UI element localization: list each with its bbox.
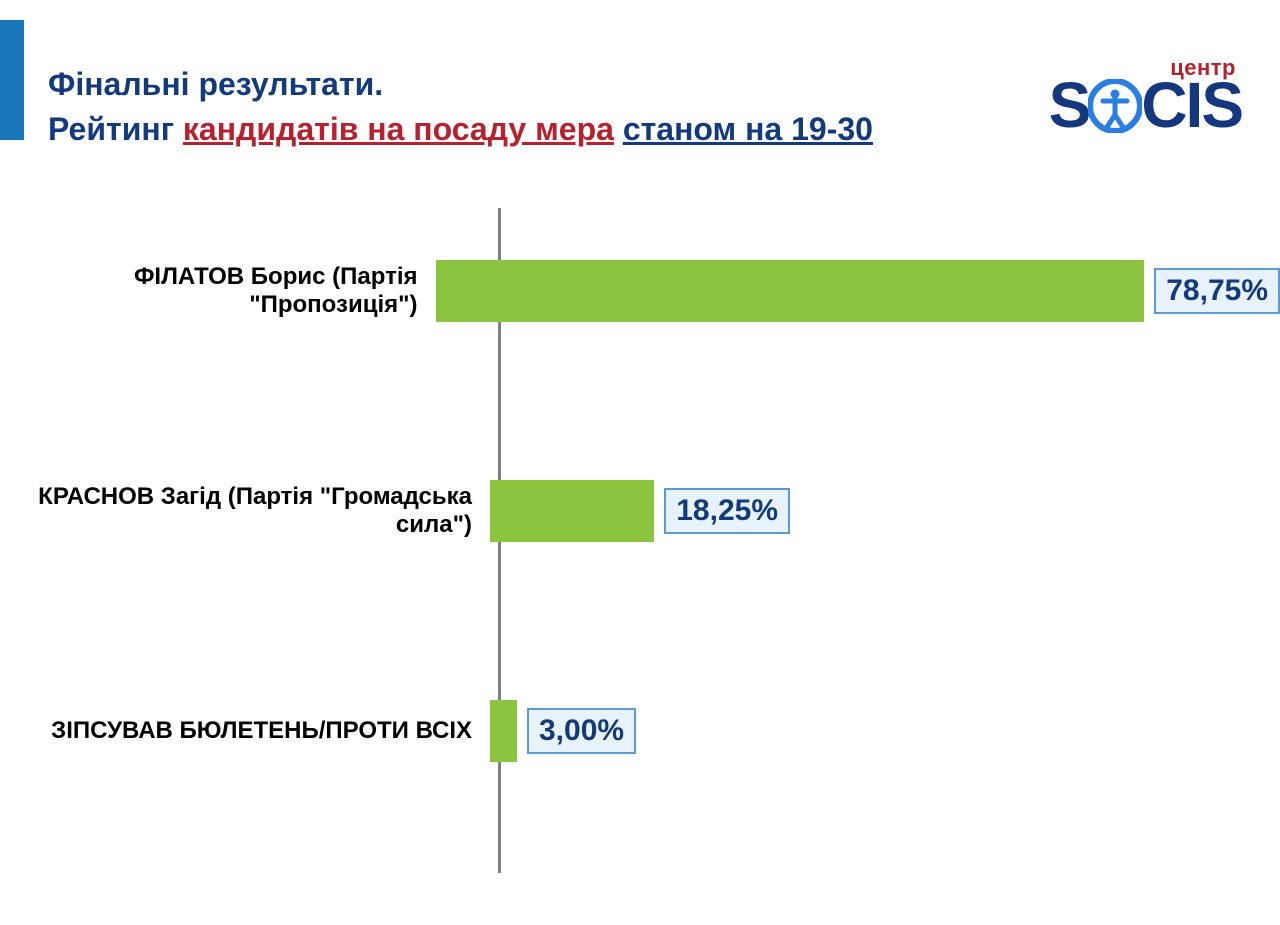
category-label: КРАСНОВ Загід (Партія "Громадська сила") (0, 483, 490, 539)
bar-row: КРАСНОВ Загід (Партія "Громадська сила")… (0, 480, 1280, 542)
title-mid (614, 111, 623, 147)
bar (436, 260, 1145, 322)
category-label: ЗІПСУВАВ БЮЛЕТЕНЬ/ПРОТИ ВСІХ (0, 717, 490, 745)
title-highlight: кандидатів на посаду мера (183, 111, 614, 147)
logo-person-icon (1088, 79, 1142, 133)
logo: центр S CIS (1049, 55, 1242, 137)
title-line-2: Рейтинг кандидатів на посаду мера станом… (48, 107, 873, 152)
bar (490, 700, 517, 762)
bar-row: ЗІПСУВАВ БЮЛЕТЕНЬ/ПРОТИ ВСІХ 3,00% (0, 700, 1280, 762)
accent-side-bar (0, 20, 24, 140)
logo-letter-s: S (1049, 73, 1090, 137)
bar-chart: ФІЛАТОВ Борис (Партія "Пропозиція") 78,75… (0, 190, 1280, 890)
value-label: 18,25% (664, 488, 790, 534)
value-label: 3,00% (527, 708, 636, 754)
logo-main: S CIS (1049, 73, 1242, 137)
bar-track: 3,00% (490, 700, 1280, 762)
title-line-1: Фінальні результати. (48, 62, 873, 107)
page-title: Фінальні результати. Рейтинг кандидатів … (48, 62, 873, 152)
logo-letters-cis: CIS (1141, 73, 1242, 137)
bar-track: 78,75% (436, 260, 1280, 322)
category-label: ФІЛАТОВ Борис (Партія "Пропозиція") (0, 263, 436, 319)
bar (490, 480, 654, 542)
bar-row: ФІЛАТОВ Борис (Партія "Пропозиція") 78,75… (0, 260, 1280, 322)
value-label: 78,75% (1154, 268, 1280, 314)
bar-track: 18,25% (490, 480, 1280, 542)
title-prefix: Рейтинг (48, 111, 183, 147)
title-underlined-suffix: станом на 19-30 (623, 111, 873, 147)
